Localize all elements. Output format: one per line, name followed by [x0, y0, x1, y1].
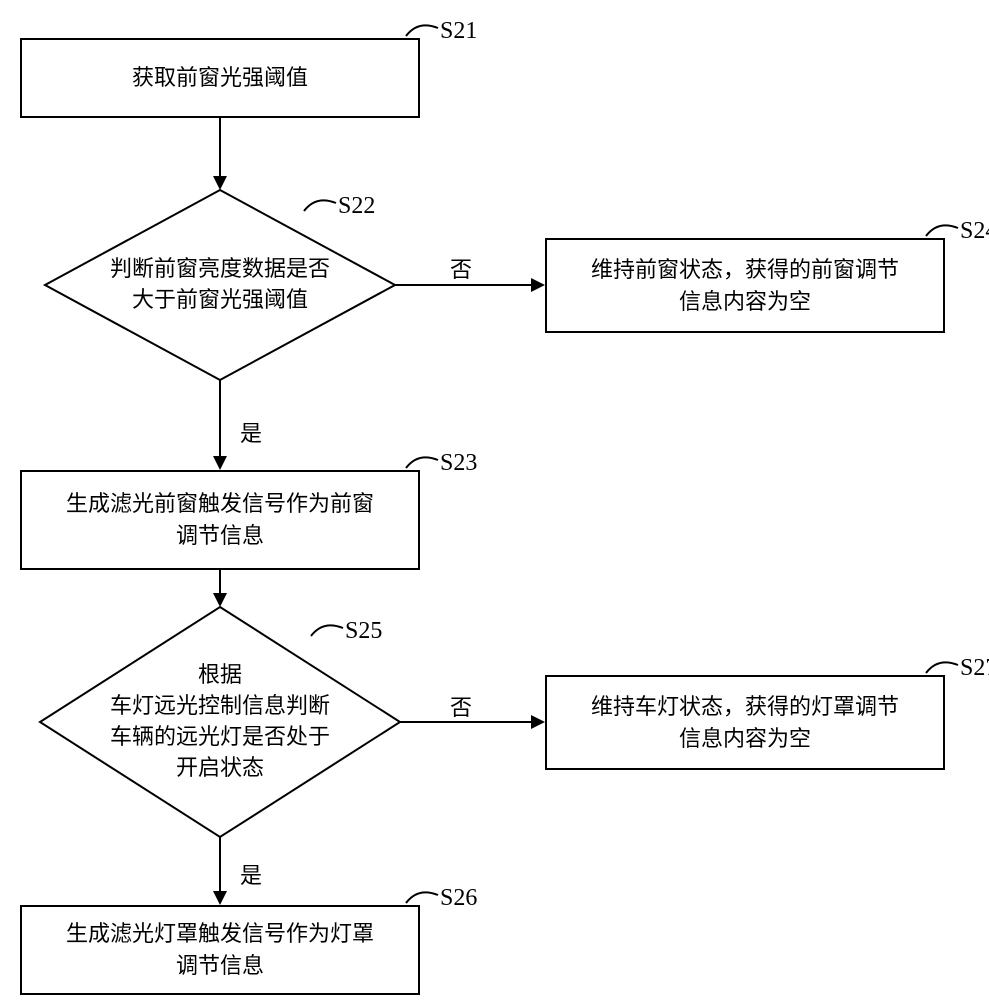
- process-s26: 生成滤光灯罩触发信号作为灯罩调节信息: [20, 905, 420, 995]
- process-s27: 维持车灯状态，获得的灯罩调节信息内容为空: [545, 675, 945, 770]
- edge-line: [219, 380, 221, 458]
- process-text: 生成滤光灯罩触发信号作为灯罩调节信息: [66, 918, 374, 982]
- arrow-down-icon: [213, 176, 227, 190]
- edge-line: [219, 837, 221, 893]
- process-s21: 获取前窗光强阈值: [20, 38, 420, 118]
- step-label-s26: S26: [440, 885, 477, 912]
- edge-label: 否: [450, 252, 472, 284]
- arrow-right-icon: [531, 278, 545, 292]
- arrow-down-icon: [213, 456, 227, 470]
- arrow-right-icon: [531, 715, 545, 729]
- step-label-s21: S21: [440, 18, 477, 45]
- process-text: 维持车灯状态，获得的灯罩调节信息内容为空: [591, 691, 899, 755]
- step-label-s27: S27: [960, 655, 989, 682]
- step-label-s22: S22: [338, 193, 375, 220]
- process-s24: 维持前窗状态，获得的前窗调节信息内容为空: [545, 238, 945, 333]
- edge-line: [395, 284, 533, 286]
- arrow-down-icon: [213, 593, 227, 607]
- edge-label: 是: [240, 416, 262, 448]
- step-label-s23: S23: [440, 450, 477, 477]
- edge-line: [219, 570, 221, 595]
- process-s23: 生成滤光前窗触发信号作为前窗调节信息: [20, 470, 420, 570]
- edge-line: [219, 118, 221, 178]
- edge-label: 是: [240, 858, 262, 890]
- arrow-down-icon: [213, 891, 227, 905]
- process-text: 维持前窗状态，获得的前窗调节信息内容为空: [591, 254, 899, 318]
- edge-label: 否: [450, 690, 472, 722]
- process-text: 获取前窗光强阈值: [132, 62, 308, 94]
- process-text: 生成滤光前窗触发信号作为前窗调节信息: [66, 488, 374, 552]
- step-label-s24: S24: [960, 218, 989, 245]
- step-label-s25: S25: [345, 618, 382, 645]
